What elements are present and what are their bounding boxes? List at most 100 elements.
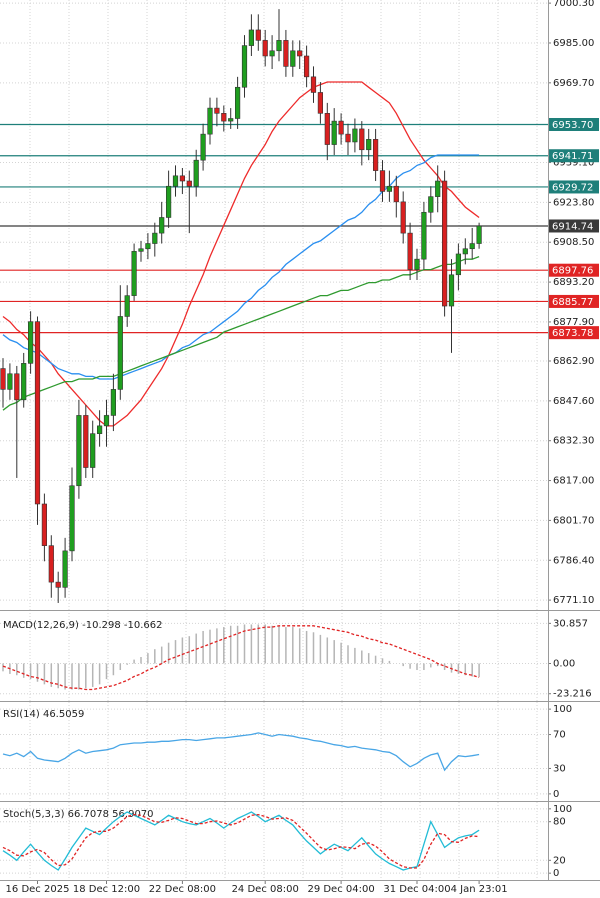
x-tick-label: 31 Dec 04:00 [383, 884, 450, 895]
candle-body [41, 503, 47, 546]
candle-body [303, 55, 310, 78]
candle-body [386, 185, 393, 192]
y-tick-label: 6817.00 [553, 476, 594, 487]
level-label-box [549, 294, 599, 308]
candle-body [69, 485, 75, 552]
candle-body [407, 232, 413, 270]
y-tick-label: 6969.70 [553, 78, 594, 89]
y-tick-label: 30.857 [553, 618, 588, 629]
candle-body [27, 321, 34, 364]
y-tick-label: 6832.30 [553, 436, 594, 447]
y-tick-label: 70 [553, 730, 566, 741]
level-label: 6885.77 [552, 297, 593, 308]
level-label: 6914.74 [552, 221, 593, 232]
level-label-box [549, 326, 599, 340]
level-label: 6941.71 [552, 151, 593, 162]
candle-body [110, 389, 116, 416]
panel-title: Stoch(5,3,3) 66.7078 56.9070 [3, 809, 154, 820]
y-tick-label: 6786.40 [553, 555, 594, 566]
x-tick-label: 22 Dec 08:00 [149, 884, 216, 895]
x-tick-label: 24 Dec 08:00 [232, 884, 299, 895]
candle-body [214, 107, 220, 114]
indicator-line [2, 625, 480, 691]
level-label-box [549, 118, 599, 132]
candle-body [117, 316, 123, 390]
candle-body [414, 258, 420, 270]
candle-body [317, 92, 324, 114]
level-label: 6953.70 [552, 120, 593, 131]
y-tick-label: 6862.90 [553, 356, 594, 367]
candle-body [83, 415, 89, 468]
candle-body [372, 139, 379, 171]
indicator-line [2, 81, 480, 427]
y-tick-label: -23.216 [553, 689, 592, 700]
level-label: 6929.72 [552, 182, 593, 193]
candle-body [352, 128, 358, 143]
y-tick-label: 6908.50 [553, 237, 594, 248]
candle-body [207, 107, 213, 135]
candle-body [172, 175, 179, 187]
x-tick-label: 29 Dec 04:00 [307, 884, 374, 895]
candle-body [310, 76, 317, 93]
candle-body [462, 248, 468, 255]
candle-body [7, 373, 13, 390]
x-tick-label: 4 Jan 23:01 [451, 884, 508, 895]
indicator-line [2, 255, 480, 411]
candle-body [235, 86, 241, 119]
panel-title: RSI(14) 46.5059 [3, 709, 84, 720]
candle-body [324, 113, 330, 145]
candle-body [262, 40, 268, 57]
candle-body [241, 45, 248, 88]
candle-body [179, 175, 186, 182]
y-tick-label: 6771.10 [553, 595, 594, 606]
level-label-box [549, 149, 599, 163]
y-tick-label: 6801.70 [553, 515, 594, 526]
candle-body [379, 170, 386, 192]
candle-body [103, 415, 110, 427]
level-label: 6873.78 [552, 328, 593, 339]
candle-body [331, 120, 337, 145]
candle-body [476, 225, 482, 244]
candle-body [255, 29, 261, 41]
candle-body [62, 550, 68, 588]
candle-body [290, 50, 296, 67]
y-tick-label: 100 [553, 804, 572, 815]
y-tick-label: 20 [553, 855, 566, 866]
candle-body [269, 50, 275, 57]
y-tick-label: 0 [553, 789, 559, 800]
level-label-box [549, 263, 599, 277]
candle-body [76, 415, 82, 487]
candle-body [441, 180, 448, 307]
panel-title: MACD(12,26,9) -10.298 -10.662 [3, 620, 163, 631]
candle-body [297, 50, 303, 57]
candle-body [428, 196, 434, 213]
candle-body [200, 133, 206, 161]
y-tick-label: 6847.60 [553, 396, 594, 407]
y-tick-label: 6985.00 [553, 38, 594, 49]
candle-body [34, 321, 41, 505]
y-tick-label: 100 [553, 704, 572, 715]
x-tick-label: 16 Dec 2025 [6, 884, 70, 895]
y-tick-label: 7000.30 [553, 0, 594, 9]
y-tick-label: 6893.20 [553, 277, 594, 288]
y-tick-label: 6877.90 [553, 317, 594, 328]
y-tick-label: 6923.80 [553, 197, 594, 208]
candle-body [145, 243, 151, 250]
candle-body [14, 373, 20, 401]
candle-body [166, 185, 172, 218]
y-tick-label: 6939.10 [553, 158, 594, 169]
candle-body [345, 133, 351, 143]
candle-body [193, 159, 199, 187]
candle-body [228, 118, 234, 122]
candle-body [186, 180, 192, 187]
candle-body [338, 120, 344, 135]
candle-body [469, 243, 475, 250]
y-tick-label: 0 [553, 868, 559, 879]
candle-body [455, 253, 462, 276]
candle-body [400, 201, 406, 234]
y-tick-label: 80 [553, 817, 566, 828]
candle-body [131, 251, 137, 296]
candle-body [55, 581, 61, 588]
